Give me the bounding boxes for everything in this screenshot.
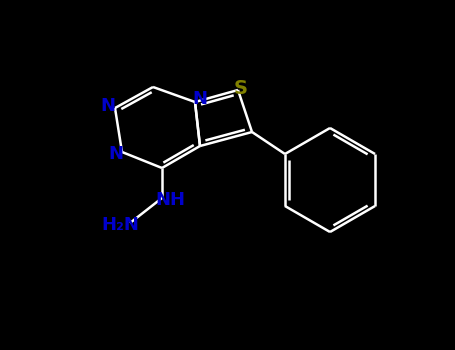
Text: N: N: [192, 90, 207, 108]
Text: S: S: [234, 78, 248, 98]
Text: N: N: [101, 97, 116, 115]
Text: NH: NH: [155, 191, 185, 209]
Text: H₂N: H₂N: [101, 216, 139, 234]
Text: N: N: [108, 145, 123, 163]
